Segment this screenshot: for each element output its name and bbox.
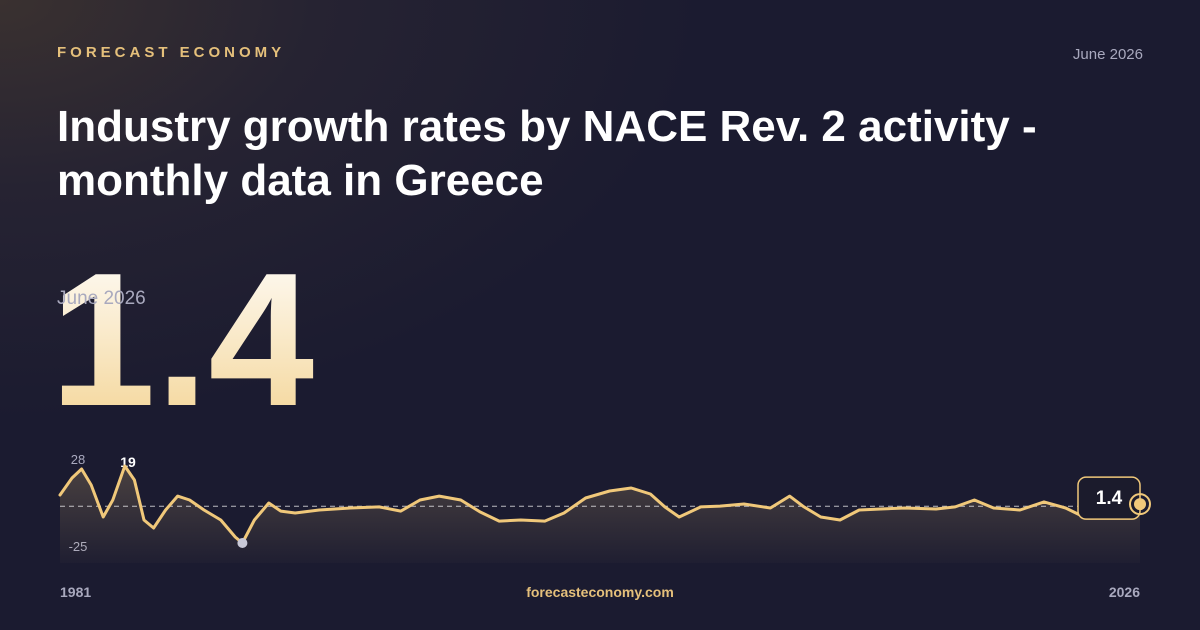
x-tick-label: 2026 <box>1109 584 1140 600</box>
x-tick-label: 1981 <box>60 584 91 600</box>
headline-value: 1.4 <box>50 234 314 446</box>
min-point <box>237 538 248 548</box>
headline-date: June 2026 <box>57 288 146 309</box>
y-tick-label: 28 <box>71 452 85 467</box>
annotation: 19 <box>120 454 136 470</box>
brand: FORECAST ECONOMY <box>57 44 286 61</box>
line <box>58 464 1142 545</box>
footer-link: forecasteconomy.com <box>526 584 674 600</box>
end-point <box>1134 498 1146 511</box>
value-badge-label: 1.4 <box>1096 488 1123 509</box>
date: June 2026 <box>1072 46 1143 63</box>
title: Industry growth rates by NACE Rev. 2 act… <box>57 102 1037 205</box>
end-halo <box>1129 493 1151 516</box>
area <box>60 466 1140 563</box>
